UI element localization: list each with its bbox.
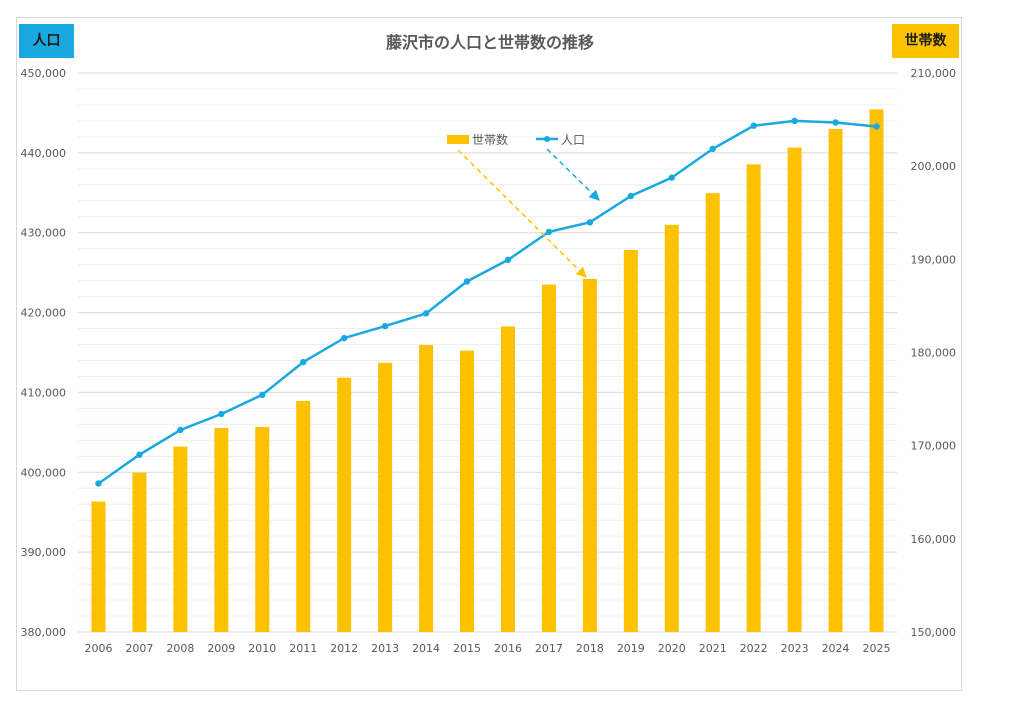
- population-point: [627, 192, 635, 200]
- legend-households-swatch: [447, 135, 469, 144]
- bars-layer: [91, 109, 884, 633]
- x-axis: 2006 2007 2008 2009 2010 2011 2012 2013 2014 2015…: [84, 642, 890, 655]
- households-bar: [705, 193, 720, 632]
- households-bar: [91, 501, 106, 632]
- left-axis-tick-label: 400,000: [21, 466, 67, 479]
- legend-households-label: 世帯数: [472, 132, 508, 147]
- left-axis-tick-label: 410,000: [21, 386, 67, 399]
- households-bar: [787, 147, 802, 633]
- legend-population-marker: [544, 136, 550, 142]
- population-point: [177, 426, 184, 434]
- line-layer: [95, 117, 880, 487]
- x-axis-tick-label: 2024: [822, 642, 850, 655]
- population-point: [381, 322, 389, 330]
- population-point: [95, 480, 102, 487]
- households-bar: [541, 284, 556, 632]
- population-point: [504, 256, 512, 264]
- households-bar: [746, 164, 761, 632]
- households-bar: [419, 345, 434, 632]
- population-point: [545, 228, 553, 236]
- x-axis-tick-label: 2012: [330, 642, 358, 655]
- households-axis-badge: 世帯数: [892, 24, 959, 58]
- right-axis: 150,000 160,000 170,000 180,000 190,000 200,0…: [911, 67, 957, 639]
- right-axis-tick-label: 210,000: [911, 67, 957, 80]
- x-axis-tick-label: 2006: [84, 642, 112, 655]
- x-axis-tick-label: 2019: [617, 642, 645, 655]
- left-axis-tick-label: 450,000: [21, 67, 67, 80]
- population-point: [340, 334, 348, 342]
- chart-title: 藤沢市の人口と世帯数の推移: [386, 33, 594, 52]
- x-axis-tick-label: 2021: [699, 642, 727, 655]
- households-bar: [623, 250, 638, 632]
- population-point: [750, 122, 757, 129]
- population-point: [463, 278, 471, 285]
- households-bar: [255, 427, 270, 632]
- households-bar: [132, 472, 147, 632]
- population-point: [136, 451, 143, 458]
- population-point: [300, 358, 307, 366]
- population-point: [259, 391, 266, 399]
- population-point: [586, 219, 594, 226]
- households-bar: [869, 109, 884, 632]
- left-axis-tick-label: 390,000: [21, 546, 67, 559]
- population-point: [422, 310, 430, 317]
- households-pointer-arrow: [457, 149, 587, 278]
- households-bar: [337, 377, 352, 632]
- legend: 世帯数 人口: [447, 132, 585, 147]
- x-axis-tick-label: 2014: [412, 642, 440, 655]
- x-axis-tick-label: 2013: [371, 642, 399, 655]
- x-axis-tick-label: 2010: [248, 642, 276, 655]
- population-point: [668, 174, 675, 181]
- legend-population-label: 人口: [561, 133, 585, 147]
- households-bar: [664, 224, 679, 632]
- right-axis-tick-label: 160,000: [911, 533, 957, 546]
- households-bar: [460, 350, 475, 632]
- households-bar: [500, 326, 515, 632]
- x-axis-tick-label: 2023: [781, 642, 809, 655]
- x-axis-tick-label: 2016: [494, 642, 522, 655]
- left-axis-tick-label: 440,000: [21, 147, 67, 160]
- households-bar: [296, 400, 311, 632]
- x-axis-tick-label: 2017: [535, 642, 563, 655]
- left-axis: 380,000 390,000 400,000 410,000 420,000 430,0…: [21, 67, 67, 639]
- x-axis-tick-label: 2007: [125, 642, 153, 655]
- left-axis-tick-label: 420,000: [21, 307, 67, 320]
- population-point: [873, 123, 880, 130]
- households-bar: [173, 446, 188, 632]
- x-axis-tick-label: 2015: [453, 642, 481, 655]
- annotation-layer: [457, 148, 600, 278]
- x-axis-tick-label: 2020: [658, 642, 686, 655]
- right-axis-tick-label: 150,000: [911, 626, 957, 639]
- households-bar: [582, 278, 597, 632]
- population-point: [218, 410, 225, 418]
- left-axis-tick-label: 430,000: [21, 227, 67, 240]
- right-axis-tick-label: 180,000: [911, 347, 957, 360]
- x-axis-tick-label: 2009: [207, 642, 235, 655]
- households-bar: [214, 427, 229, 632]
- x-axis-tick-label: 2018: [576, 642, 604, 655]
- households-bar: [378, 362, 393, 632]
- population-pointer-arrow: [546, 148, 600, 201]
- population-point: [832, 119, 839, 126]
- x-axis-tick-label: 2011: [289, 642, 317, 655]
- right-axis-tick-label: 190,000: [911, 253, 957, 266]
- grid-layer: [78, 72, 897, 633]
- x-axis-tick-label: 2008: [166, 642, 194, 655]
- population-point: [709, 145, 716, 153]
- left-axis-tick-label: 380,000: [21, 626, 67, 639]
- right-axis-tick-label: 170,000: [911, 440, 957, 453]
- population-line: [97, 119, 877, 485]
- households-bar: [828, 128, 843, 632]
- population-axis-badge: 人口: [19, 24, 74, 58]
- population-point: [791, 117, 798, 125]
- x-axis-tick-label: 2025: [863, 642, 891, 655]
- right-axis-tick-label: 200,000: [911, 160, 957, 173]
- x-axis-tick-label: 2022: [740, 642, 768, 655]
